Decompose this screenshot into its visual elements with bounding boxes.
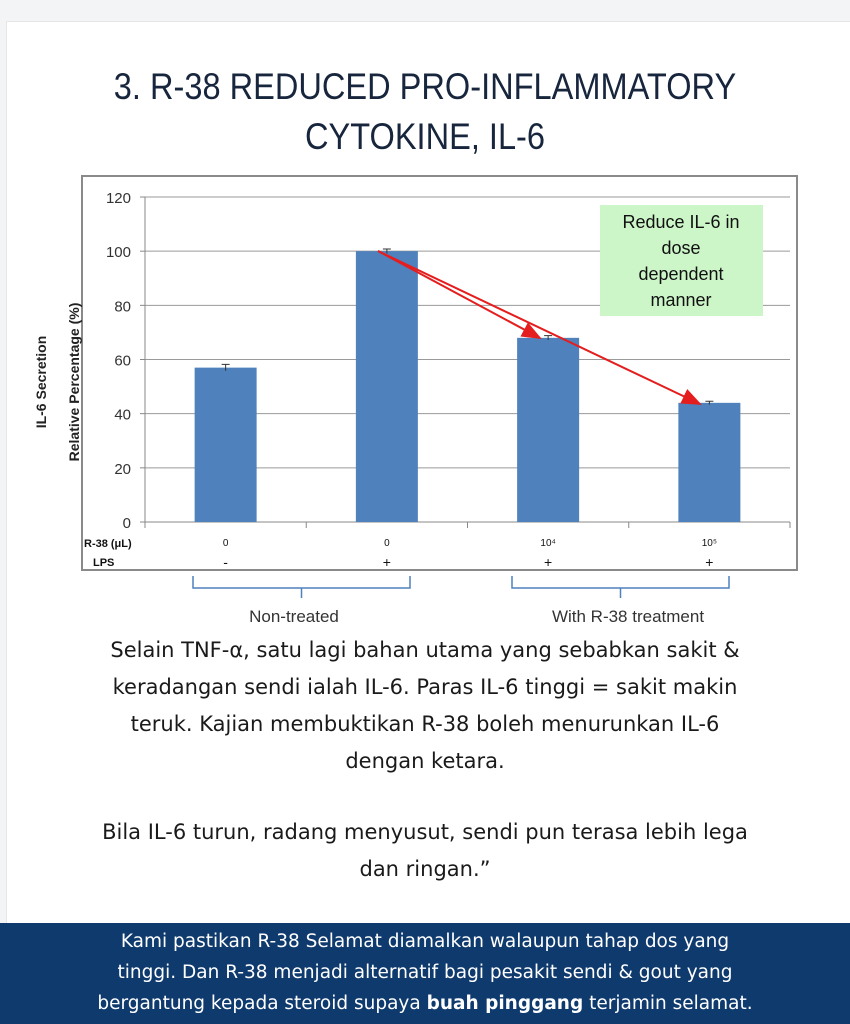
y-tick-label: 40 xyxy=(114,407,131,424)
banner-bold-text: buah pinggang xyxy=(426,993,584,1014)
lps-label: + xyxy=(383,554,391,570)
group-bracket xyxy=(192,576,411,598)
banner-line: tinggi. Dan R-38 menjadi alternatif bagi… xyxy=(117,962,733,983)
r38-dose-label: 0 xyxy=(384,538,390,549)
title-line-1: 3. R-38 REDUCED PRO-INFLAMMATORY xyxy=(113,66,737,107)
paragraph-2: Bila IL-6 turun, radang menyusut, sendi … xyxy=(10,814,840,888)
y-axis-label-outer: IL-6 Secretion xyxy=(33,336,49,429)
trend-arrow-2 xyxy=(377,250,702,405)
row-label-r38: R-38 (μL) xyxy=(84,538,132,550)
group-label-r38-treatment: With R-38 treatment xyxy=(552,607,704,626)
group-bracket xyxy=(511,576,730,598)
y-tick-label: 0 xyxy=(123,515,131,532)
paragraph-1: Selain TNF-α, satu lagi bahan utama yang… xyxy=(10,632,840,780)
banner-line: Kami pastikan R-38 Selamat diamalkan wal… xyxy=(120,931,730,952)
bar xyxy=(194,367,257,522)
r38-dose-label: 10⁵ xyxy=(702,538,717,549)
banner-text: bergantung kepada steroid supaya xyxy=(97,993,427,1014)
y-tick-label: 60 xyxy=(114,353,131,370)
y-tick-label: 100 xyxy=(106,244,131,261)
banner-text: terjamin selamat. xyxy=(583,993,753,1014)
paragraph-2-line: Bila IL-6 turun, radang menyusut, sendi … xyxy=(102,820,748,844)
paragraph-2-line: dan ringan.” xyxy=(359,857,491,881)
paragraph-1-line: Selain TNF-α, satu lagi bahan utama yang… xyxy=(110,638,740,662)
error-bar xyxy=(221,363,230,371)
y-tick-label: 20 xyxy=(114,461,131,478)
il6-bar-chart: 0 20 40 60 80 100 120 0 - 0 +10⁴ +10⁵ + IL-6 Secret… xyxy=(33,175,798,626)
annotation-box xyxy=(600,205,763,316)
lps-label: + xyxy=(544,554,552,570)
annotation-text: Reduce IL-6 in xyxy=(622,212,739,232)
paragraph-1-line: dengan ketara. xyxy=(345,749,505,773)
slide-title: 3. R-38 REDUCED PRO-INFLAMMATORY CYTOKIN… xyxy=(51,62,799,162)
banner-line: bergantung kepada steroid supaya buah pi… xyxy=(0,988,850,1019)
bar xyxy=(355,251,418,522)
paragraph-1-line: teruk. Kajian membuktikan R-38 boleh men… xyxy=(130,712,720,736)
error-bar xyxy=(382,248,391,254)
title-line-2: CYTOKINE, IL-6 xyxy=(304,116,546,157)
paragraph-1-line: keradangan sendi ialah IL-6. Paras IL-6 … xyxy=(112,675,738,699)
row-label-lps: LPS xyxy=(93,557,114,569)
r38-dose-label: 10⁴ xyxy=(540,538,555,549)
y-tick-label: 120 xyxy=(106,190,131,207)
y-tick-label: 80 xyxy=(114,298,131,315)
error-bar xyxy=(544,335,553,340)
bottom-banner: Kami pastikan R-38 Selamat diamalkan wal… xyxy=(0,923,850,1024)
annotation-text: manner xyxy=(650,290,711,310)
error-bar xyxy=(705,400,714,405)
annotation-text: dependent xyxy=(638,264,723,284)
r38-dose-label: 0 xyxy=(223,538,229,549)
annotation-text: dose xyxy=(661,238,700,258)
bar xyxy=(517,337,580,522)
y-axis-label-inner: Relative Percentage (%) xyxy=(66,303,82,462)
trend-arrow-1 xyxy=(377,250,542,339)
lps-label: + xyxy=(705,554,713,570)
group-label-non-treated: Non-treated xyxy=(249,607,339,626)
bar xyxy=(678,402,741,522)
lps-label: - xyxy=(223,554,228,570)
